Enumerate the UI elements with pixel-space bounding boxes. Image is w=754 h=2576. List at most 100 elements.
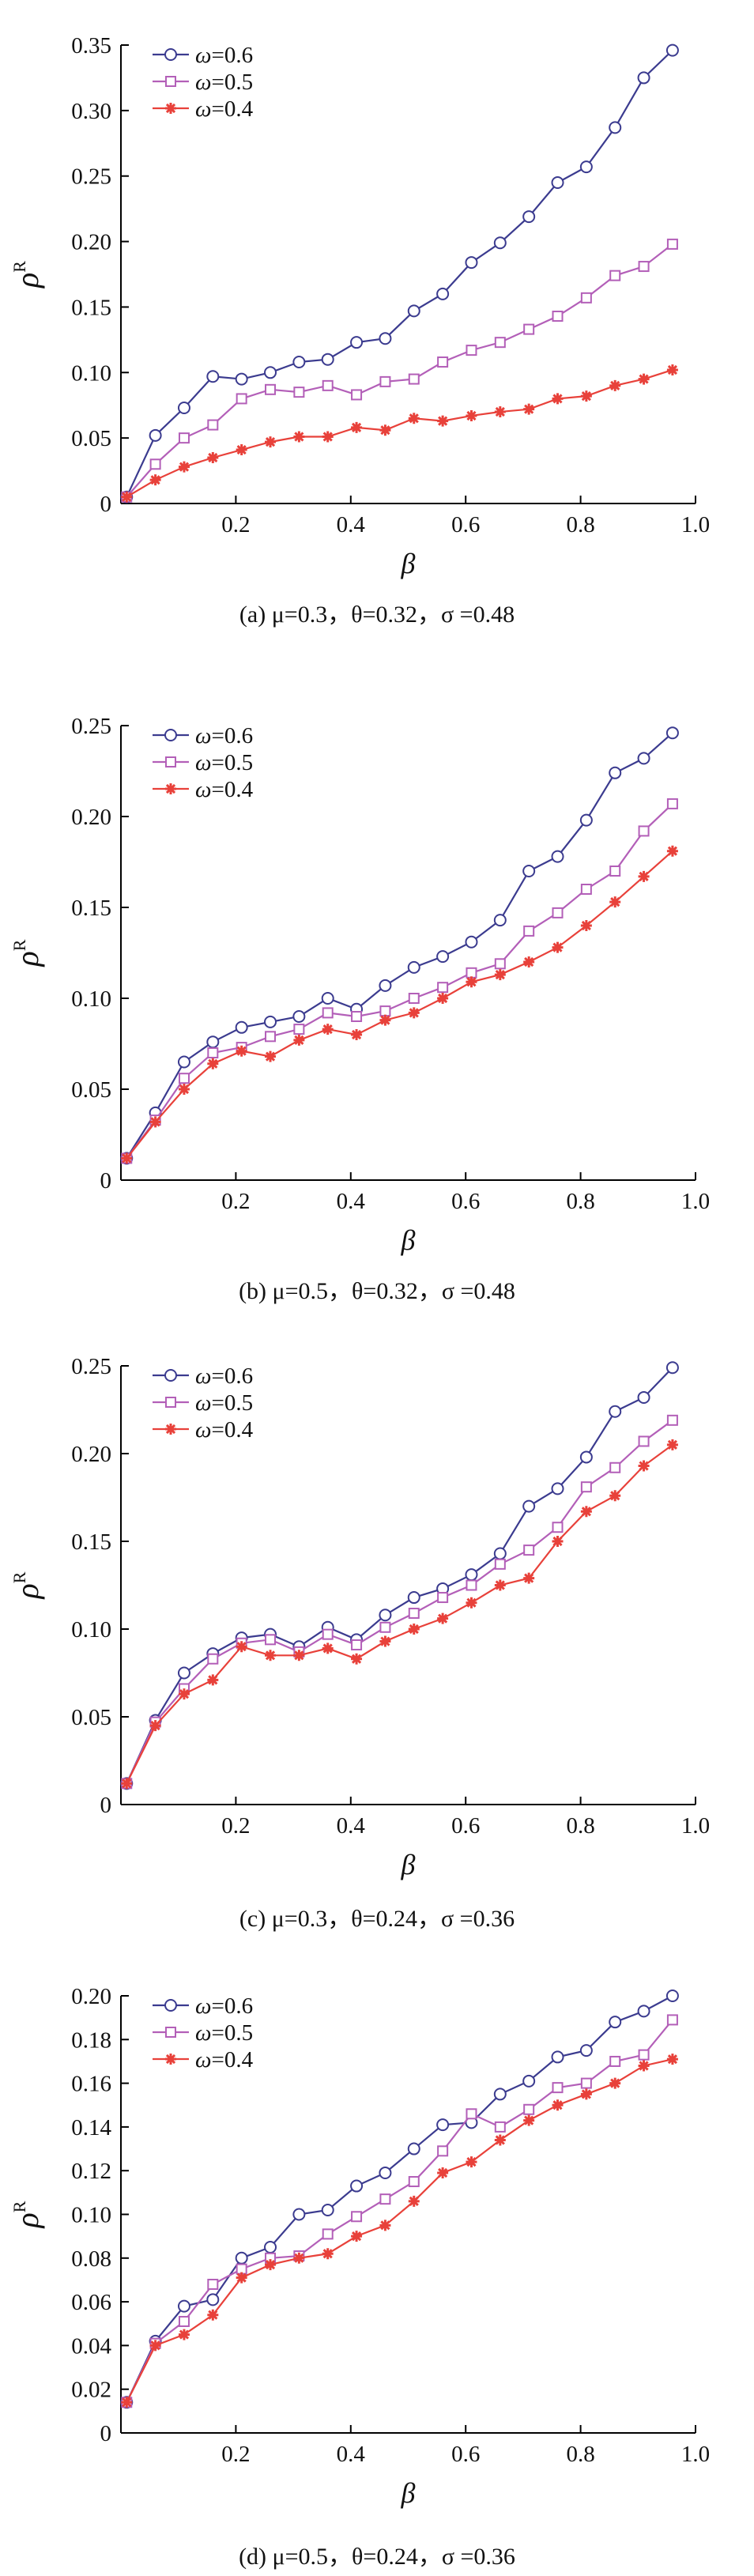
data-point-circle [321, 353, 334, 366]
legend-label: ω=0.5 [195, 1390, 253, 1416]
data-point-square [494, 1558, 506, 1570]
data-point-circle [522, 865, 536, 877]
data-point-square [207, 1653, 219, 1665]
data-point-square [552, 1522, 564, 1533]
data-point-star [437, 2167, 449, 2178]
y-tick-label: 0.10 [71, 2203, 111, 2228]
data-point-star [178, 2329, 190, 2340]
data-point-star [494, 2134, 506, 2146]
data-point-star [121, 2397, 133, 2408]
data-point-square [293, 1024, 305, 1035]
y-tick-label: 0 [100, 1168, 112, 1194]
y-tick-label: 0.15 [71, 1529, 111, 1555]
data-point-square [293, 387, 305, 398]
data-point-star [666, 1439, 678, 1450]
chart-panel-a: 0 0.05 0.10 0.15 0.20 0.25 0.30 0.35 0.2 0.4 0.6 0.… [9, 33, 710, 628]
data-point-square [638, 261, 650, 273]
series-line-star [126, 850, 673, 1160]
data-point-circle [436, 2118, 450, 2132]
data-point-star [236, 1045, 247, 1057]
data-point-circle [235, 2251, 248, 2265]
data-point-square [408, 1608, 420, 1620]
x-axis-label: β [401, 548, 416, 579]
x-tick-label: 0.4 [337, 1189, 366, 1214]
legend-label: ω=0.5 [195, 2020, 253, 2046]
data-point-square [666, 238, 678, 250]
data-point-circle [379, 332, 392, 345]
data-point-circle [665, 726, 679, 740]
data-point-square [638, 825, 650, 837]
data-point-star [437, 1612, 449, 1624]
x-tick-label: 0.8 [566, 512, 594, 537]
data-point-square [580, 1481, 592, 1493]
y-tick-label: 0 [100, 492, 112, 517]
data-point-square [466, 2108, 477, 2120]
data-point-square [552, 2082, 564, 2094]
data-point-square [638, 2049, 650, 2061]
data-point-star [178, 1688, 190, 1700]
data-point-star [293, 1034, 305, 1046]
data-point-circle [493, 236, 507, 250]
y-tick-label: 0.04 [71, 2333, 111, 2359]
data-point-star [523, 2114, 535, 2126]
data-point-star [351, 2231, 363, 2242]
data-point-square [552, 907, 564, 918]
data-point-square [408, 2176, 420, 2188]
y-tick-label: 0.20 [71, 230, 111, 255]
data-point-square [236, 393, 247, 405]
legend-marker-circle [164, 48, 177, 61]
data-point-square [322, 1628, 334, 1640]
data-point-circle [407, 2142, 420, 2155]
data-point-star [494, 1579, 506, 1591]
x-tick-label: 0.4 [337, 512, 366, 537]
data-point-square [523, 2103, 535, 2115]
data-point-square [351, 389, 363, 401]
x-tick-label: 0.2 [221, 1189, 250, 1214]
x-tick-label: 0.4 [337, 1813, 366, 1839]
data-point-star [466, 2156, 477, 2168]
data-point-circle [637, 1390, 650, 1404]
legend-label: ω=0.4 [195, 2047, 254, 2072]
data-point-circle [579, 160, 593, 174]
legend-label: ω=0.6 [195, 1363, 253, 1389]
data-point-circle [379, 1609, 392, 1622]
data-point-square [580, 292, 592, 304]
y-tick-label: 0.30 [71, 99, 111, 124]
data-point-square [178, 1073, 190, 1084]
data-point-circle [665, 43, 679, 57]
data-point-star [322, 1024, 334, 1035]
data-point-square [351, 1011, 363, 1022]
chart-panel-c: 0 0.05 0.10 0.15 0.20 0.25 0.2 0.4 0.6 0.8 1.0 ρR β ω… [9, 1354, 710, 1932]
data-point-square [580, 884, 592, 895]
data-point-square [437, 356, 449, 368]
x-tick-label: 0.2 [221, 1813, 250, 1839]
data-point-square [178, 432, 190, 444]
data-point-circle [436, 950, 450, 964]
y-tick-label: 0.05 [71, 1077, 111, 1103]
data-point-star [293, 1650, 305, 1661]
data-point-star [149, 1116, 161, 1128]
x-tick-label: 0.2 [221, 2442, 250, 2467]
data-point-square [666, 798, 678, 809]
data-point-circle [465, 1568, 478, 1582]
legend-marker-circle [164, 1999, 177, 2012]
y-tick-label: 0.18 [71, 2027, 111, 2053]
data-point-circle [493, 914, 507, 927]
data-point-square [666, 2014, 678, 2026]
y-tick-label: 0.25 [71, 714, 111, 739]
data-point-square [666, 1414, 678, 1426]
data-point-square [265, 1031, 277, 1043]
data-point-star [322, 431, 334, 443]
y-tick-label: 0.12 [71, 2159, 111, 2184]
data-point-circle [264, 2240, 277, 2254]
legend-label: ω=0.6 [195, 43, 253, 68]
data-point-square [351, 2211, 363, 2223]
data-point-star [236, 1641, 247, 1653]
data-point-star [523, 403, 535, 415]
data-point-star [351, 1653, 363, 1665]
data-point-square [437, 982, 449, 994]
data-point-circle [579, 1450, 593, 1464]
data-point-star [437, 993, 449, 1004]
legend-marker-star [165, 2054, 176, 2065]
data-point-square [379, 2193, 391, 2205]
